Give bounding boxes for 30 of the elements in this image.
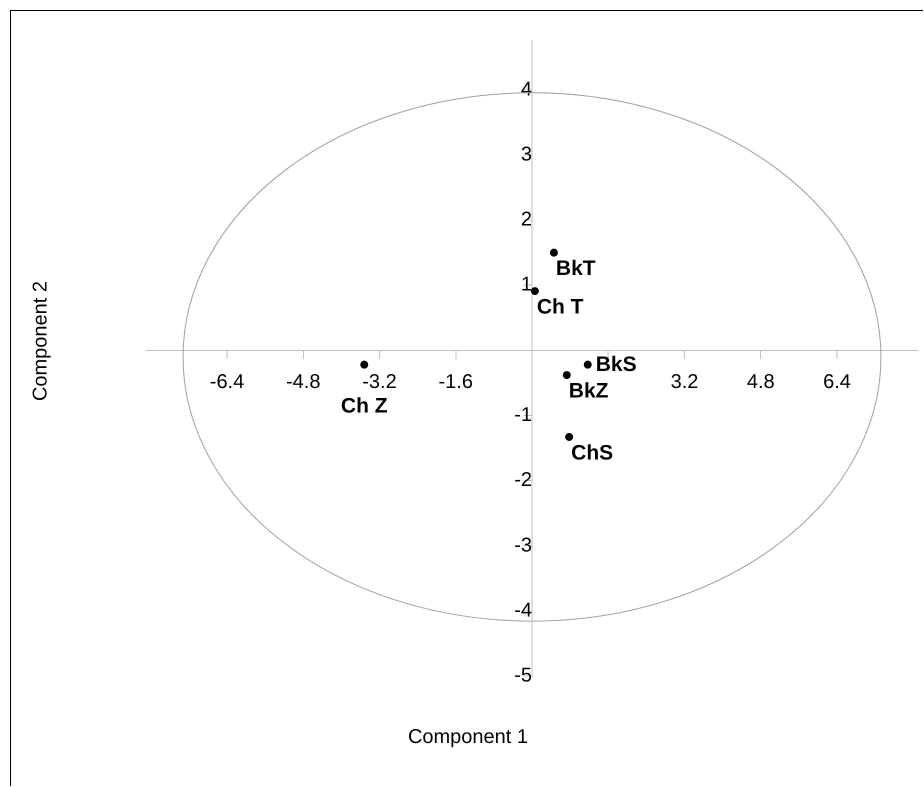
y-tick-label: -2 <box>514 469 532 492</box>
point <box>360 360 368 369</box>
annotation: BkZ <box>568 379 609 402</box>
annotation: BkT <box>556 256 596 280</box>
y-tick-label: -5 <box>514 664 532 687</box>
y-tick-label: 2 <box>520 208 532 231</box>
x-axis-title: Component 1 <box>406 726 530 749</box>
y-tick-label: -4 <box>514 599 532 622</box>
point <box>562 371 571 380</box>
x-tick-label: -4.8 <box>286 370 320 393</box>
point <box>530 287 539 296</box>
y-tick-label: 4 <box>520 78 532 100</box>
x-tick-label: 6.4 <box>823 370 851 393</box>
y-axis-title: Component 2 <box>30 280 52 402</box>
y-tick-label: -3 <box>514 534 532 556</box>
x-tick-label: 4.8 <box>746 370 775 393</box>
y-tick-label: 1 <box>520 274 532 296</box>
point <box>584 360 592 369</box>
x-tick-label: -3.2 <box>362 370 397 393</box>
point <box>550 248 558 257</box>
annotation: BkS <box>596 352 637 376</box>
y-tick-label: -1 <box>514 404 532 426</box>
annotation: ChS <box>571 441 614 464</box>
annotation: Ch T <box>536 295 584 318</box>
x-tick-label: -1.6 <box>438 370 473 393</box>
y-tick-label: 3 <box>520 143 532 166</box>
point <box>565 432 574 441</box>
annotation: Ch Z <box>340 394 388 418</box>
x-tick-label: -6.4 <box>210 370 244 393</box>
x-tick-label: 3.2 <box>670 370 698 393</box>
